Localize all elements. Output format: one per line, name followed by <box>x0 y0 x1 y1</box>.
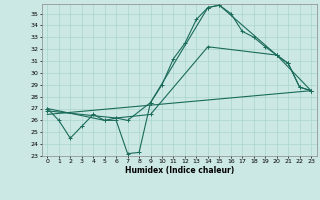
X-axis label: Humidex (Indice chaleur): Humidex (Indice chaleur) <box>124 166 234 175</box>
